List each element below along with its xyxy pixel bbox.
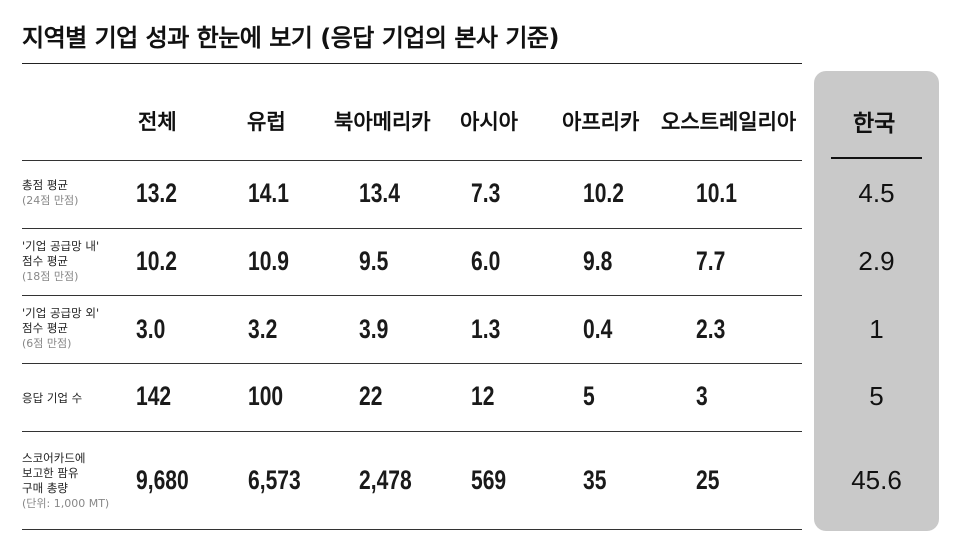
row-label-sub: (단위: 1,000 MT) [22, 497, 110, 510]
column-header-australia: 오스트레일리아 [661, 110, 797, 134]
table-cell: 22 [359, 381, 383, 411]
column-header-north-america: 북아메리카 [334, 110, 431, 134]
korea-cell: 4.5 [858, 178, 895, 208]
table-cell: 35 [583, 465, 607, 495]
table-cell: 142 [136, 381, 172, 411]
row-label-palm-oil-volume: 스코어카드에 보고한 팜유 구매 총량 (단위: 1,000 MT) [22, 451, 109, 511]
table-cell: 7.3 [471, 178, 501, 208]
table-cell: 3.9 [359, 314, 389, 344]
table-cell: 12 [471, 381, 495, 411]
korea-header-underline [831, 157, 922, 159]
row-divider [22, 295, 802, 296]
row-label-line: 점수 평균 [22, 254, 68, 268]
row-label-sub: (18점 만점) [22, 270, 79, 283]
korea-highlight-panel [814, 71, 939, 531]
table-cell: 14.1 [248, 178, 289, 208]
korea-cell: 2.9 [858, 246, 895, 276]
row-divider [22, 228, 802, 229]
table-cell: 9.5 [359, 246, 389, 276]
table-cell: 13.2 [136, 178, 177, 208]
table-cell: 10.9 [248, 246, 289, 276]
title-divider [22, 63, 802, 64]
row-label-line: 구매 총량 [22, 481, 68, 495]
table-cell: 7.7 [696, 246, 726, 276]
row-divider [22, 160, 802, 161]
column-header-europe: 유럽 [247, 110, 286, 134]
table-cell: 1.3 [471, 314, 501, 344]
korea-cell: 45.6 [851, 465, 902, 495]
row-divider [22, 363, 802, 364]
row-label-line: '기업 공급망 내' [22, 239, 100, 253]
row-label-line: 점수 평균 [22, 321, 68, 335]
table-cell: 0.4 [583, 314, 613, 344]
table-cell: 569 [471, 465, 507, 495]
row-label-line: 보고한 팜유 [22, 466, 79, 480]
korea-cell: 5 [869, 381, 884, 411]
table-cell: 5 [583, 381, 595, 411]
row-label-total-score: 총점 평균 (24점 만점) [22, 178, 78, 208]
row-label-line: 응답 기업 수 [22, 391, 83, 405]
table-cell: 10.1 [696, 178, 737, 208]
row-label-out-supply-chain: '기업 공급망 외' 점수 평균 (6점 만점) [22, 306, 99, 351]
table-cell: 3.2 [248, 314, 278, 344]
table-cell: 6,573 [248, 465, 301, 495]
table-cell: 10.2 [583, 178, 624, 208]
table-cell: 3.0 [136, 314, 166, 344]
table-cell: 3 [696, 381, 708, 411]
table-cell: 25 [696, 465, 720, 495]
row-label-sub: (6점 만점) [22, 337, 72, 350]
row-label-line: '기업 공급망 외' [22, 306, 100, 320]
table-cell: 100 [248, 381, 284, 411]
table-cell: 10.2 [136, 246, 177, 276]
row-label-line: 스코어카드에 [22, 451, 86, 465]
column-header-asia: 아시아 [460, 110, 518, 134]
column-header-total: 전체 [138, 110, 177, 134]
row-label-sub: (24점 만점) [22, 194, 79, 207]
column-header-korea: 한국 [853, 111, 896, 137]
korea-cell: 1 [869, 314, 884, 344]
table-cell: 2.3 [696, 314, 726, 344]
table-cell: 9,680 [136, 465, 189, 495]
row-label-line: 총점 평균 [22, 178, 68, 192]
row-divider [22, 431, 802, 432]
table-cell: 6.0 [471, 246, 501, 276]
table-cell: 9.8 [583, 246, 613, 276]
page-title: 지역별 기업 성과 한눈에 보기 (응답 기업의 본사 기준) [22, 24, 559, 52]
row-divider [22, 529, 802, 530]
row-label-in-supply-chain: '기업 공급망 내' 점수 평균 (18점 만점) [22, 239, 99, 284]
table-cell: 13.4 [359, 178, 400, 208]
row-label-respondents: 응답 기업 수 [22, 391, 82, 406]
column-header-africa: 아프리카 [562, 110, 640, 134]
table-cell: 2,478 [359, 465, 412, 495]
